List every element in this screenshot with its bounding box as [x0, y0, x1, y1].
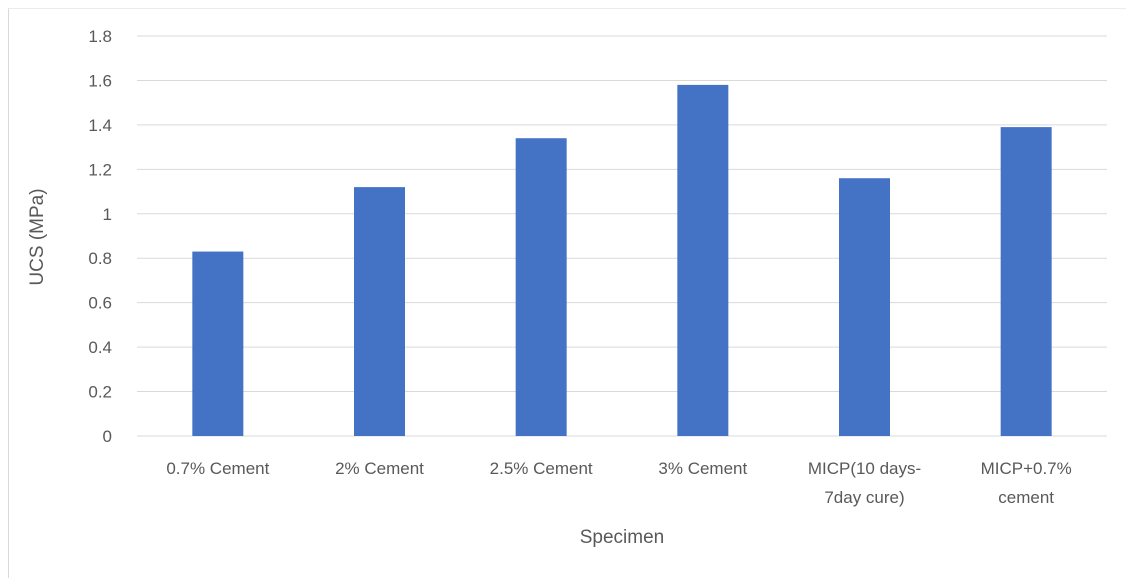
x-axis-title: Specimen	[580, 527, 665, 548]
y-tick-label: 1.4	[88, 116, 112, 135]
y-tick-label: 1	[103, 205, 112, 224]
x-tick-label: MICP+0.7% cement	[981, 459, 1072, 507]
y-axis-title: UCS (MPa)	[27, 188, 48, 285]
y-tick-label: 0.4	[88, 338, 112, 357]
x-tick-label: 2.5% Cement	[490, 459, 593, 478]
y-tick-label: 0.2	[88, 383, 112, 402]
y-tick-label: 0.6	[88, 294, 112, 313]
y-axis-ticks: 0 0.2 0.4 0.6 0.8 1 1.2 1.4 1.6 1.8	[88, 27, 112, 446]
y-tick-label: 1.6	[88, 71, 112, 90]
bar	[1000, 127, 1052, 436]
bar	[677, 84, 729, 436]
x-tick-label: 2% Cement	[335, 459, 424, 478]
y-tick-label: 1.2	[88, 160, 112, 179]
gridlines	[137, 35, 1107, 437]
y-tick-label: 1.8	[88, 27, 112, 46]
bar	[192, 251, 244, 436]
bars	[192, 84, 1052, 436]
y-tick-label: 0.8	[88, 249, 112, 268]
bar	[839, 178, 890, 436]
chart-frame	[8, 8, 1126, 578]
bar	[515, 138, 567, 436]
x-tick-label: 3% Cement	[658, 459, 747, 478]
bar	[354, 187, 405, 436]
x-axis-ticks: 0.7% Cement 2% Cement 2.5% Cement 3% Cement…	[166, 459, 1071, 507]
y-tick-label: 0	[103, 427, 112, 446]
x-tick-label: 0.7% Cement	[166, 459, 269, 478]
x-tick-label: MICP(10 days-7day cure)	[808, 459, 921, 507]
